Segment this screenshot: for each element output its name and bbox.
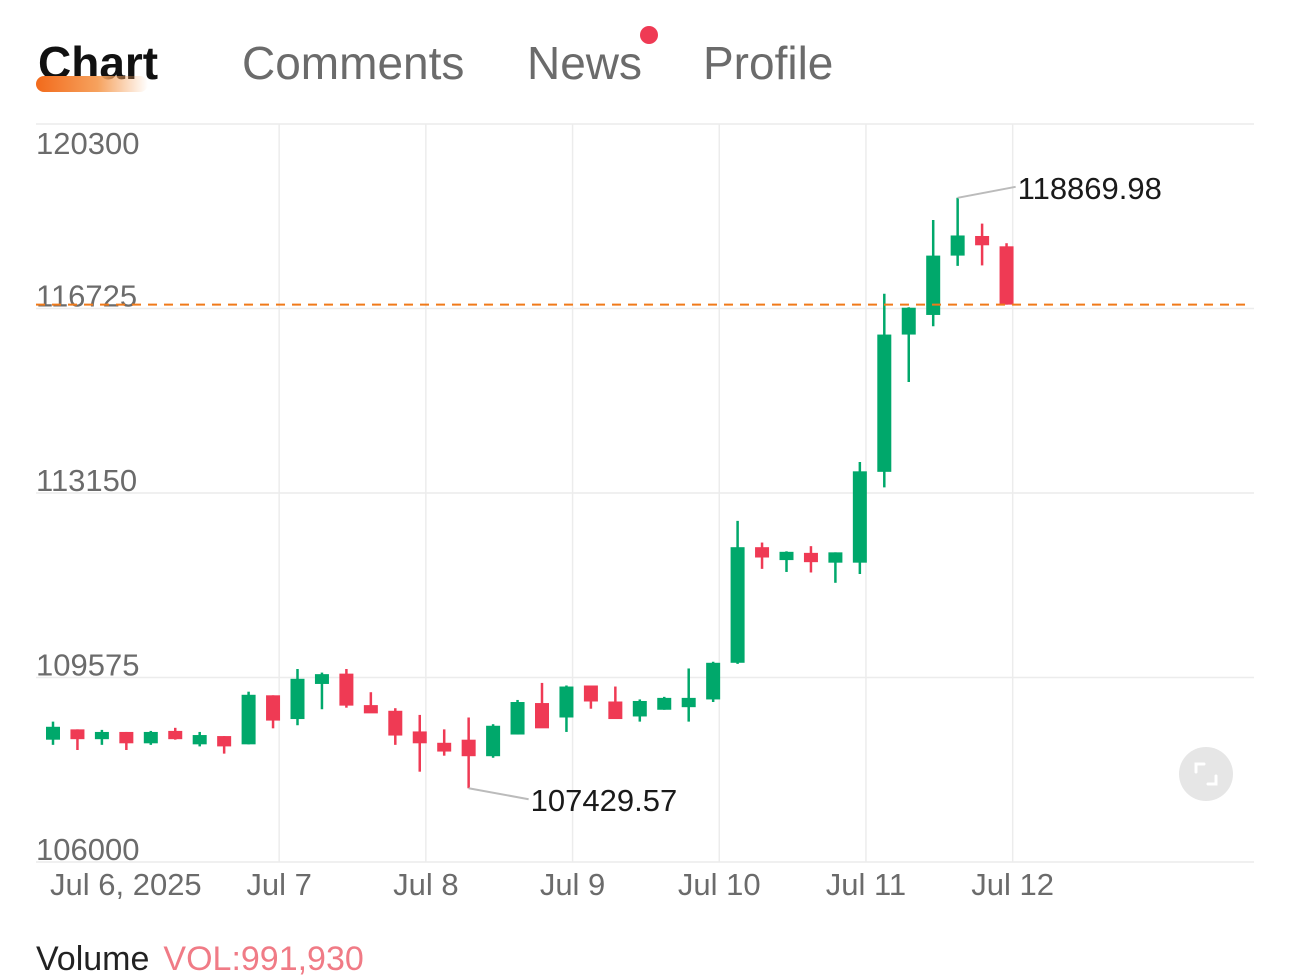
- candle-body: [730, 547, 745, 663]
- candle-body: [999, 246, 1014, 305]
- candle-body: [486, 725, 501, 757]
- volume-label: Volume: [36, 940, 150, 978]
- candle-body: [926, 255, 941, 315]
- notification-dot: [640, 26, 658, 44]
- expand-button[interactable]: [1179, 747, 1233, 801]
- low-annotation-label: 107429.57: [531, 783, 678, 818]
- candle-body: [632, 700, 647, 717]
- candle-body: [412, 731, 427, 744]
- candle-body: [339, 673, 354, 706]
- annotation-leader: [957, 185, 1016, 199]
- y-tick-label: 120300: [36, 126, 139, 161]
- x-tick-label: Jul 9: [540, 867, 605, 902]
- candle-body: [559, 686, 574, 718]
- candle-body: [535, 703, 549, 729]
- candle-body: [828, 552, 843, 563]
- candle-body: [70, 729, 85, 740]
- candle-body: [388, 710, 403, 736]
- candle-body: [901, 307, 916, 335]
- volume-value: VOL:991,930: [163, 940, 364, 978]
- x-tick-label: Jul 8: [393, 867, 458, 902]
- candle-body: [461, 739, 476, 757]
- y-tick-label: 109575: [36, 648, 139, 683]
- candle-body: [852, 471, 867, 563]
- candle-body: [975, 235, 990, 246]
- candle-body: [119, 731, 134, 744]
- candle-body: [437, 742, 452, 752]
- candle-body: [583, 685, 598, 702]
- x-tick-label: Jul 10: [678, 867, 761, 902]
- candle-body: [608, 701, 623, 720]
- candle-body: [266, 695, 281, 721]
- candle-body: [217, 736, 232, 747]
- candle-body: [94, 731, 109, 740]
- tab-profile[interactable]: Profile: [703, 37, 834, 89]
- volume-row: Volume VOL:991,930: [36, 940, 364, 979]
- x-tick-label: Jul 11: [826, 867, 906, 902]
- candle-body: [706, 662, 721, 700]
- candle-body: [755, 547, 770, 558]
- candle-body: [46, 726, 60, 740]
- expand-icon: [1194, 762, 1218, 786]
- y-tick-label: 116725: [36, 279, 137, 314]
- candle-body: [168, 730, 183, 740]
- candle-body: [657, 697, 672, 710]
- candle-body: [779, 551, 794, 561]
- candle-body: [192, 735, 207, 745]
- y-tick-label: 113150: [36, 463, 137, 498]
- tab-news[interactable]: News: [527, 37, 643, 89]
- candle-body: [241, 694, 256, 745]
- candle-body: [877, 334, 892, 472]
- candle-body: [290, 678, 305, 720]
- annotation-leader: [468, 787, 529, 801]
- candle-body: [143, 731, 158, 744]
- tab-comments[interactable]: Comments: [242, 37, 465, 89]
- candle-body: [314, 674, 329, 684]
- high-annotation-label: 118869.98: [1018, 171, 1162, 206]
- x-tick-label: Jul 7: [246, 867, 311, 902]
- candle-body: [510, 702, 525, 735]
- candle-body: [363, 705, 378, 714]
- candle-body: [950, 235, 965, 256]
- y-tick-label: 106000: [36, 832, 139, 867]
- candle-body: [803, 552, 818, 563]
- x-tick-label: Jul 12: [971, 867, 1054, 902]
- x-tick-label: Jul 6, 2025: [50, 867, 202, 902]
- active-tab-indicator: [36, 76, 148, 92]
- tab-bar: Chart Comments News Profile: [0, 0, 1290, 120]
- candle-body: [681, 697, 696, 708]
